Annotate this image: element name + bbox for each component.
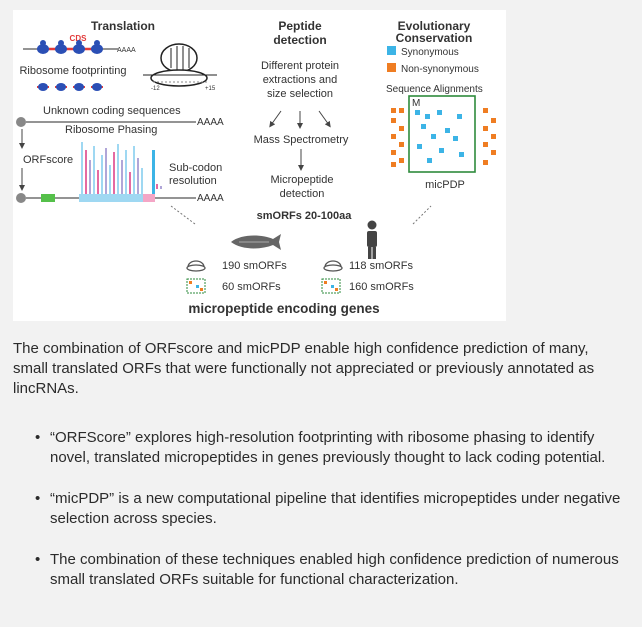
translation-heading: Translation bbox=[91, 19, 155, 33]
footprinting-label: Ribosome footprinting bbox=[19, 65, 126, 77]
polya-label-2: AAAA bbox=[197, 117, 224, 128]
orfscore-label: ORFscore bbox=[23, 154, 73, 166]
footprint-fragments bbox=[37, 83, 103, 91]
ribosome-small-icon bbox=[186, 260, 206, 272]
human-ribosome-count: 118 smORFs bbox=[349, 260, 413, 272]
dashed-connector bbox=[412, 205, 432, 225]
peptide-heading-2: detection bbox=[273, 33, 326, 47]
transcript-line-2 bbox=[16, 193, 196, 203]
matrix-letter: M bbox=[412, 98, 420, 109]
dashed-connector bbox=[170, 205, 196, 225]
three-arrows bbox=[269, 110, 331, 129]
unknown-sequences-label: Unknown coding sequences bbox=[43, 105, 181, 117]
legend-swatch-nonsynonymous bbox=[387, 63, 396, 72]
micropeptide-line-1: Micropeptide bbox=[271, 174, 334, 186]
fish-micpdp-count: 60 smORFs bbox=[222, 281, 281, 293]
list-item-text: “ORFScore” explores high-resolution foot… bbox=[50, 429, 606, 466]
extraction-line-1: Different protein bbox=[261, 60, 339, 72]
list-item-text: The combination of these techniques enab… bbox=[50, 551, 619, 588]
micpdp-icon bbox=[186, 278, 206, 294]
alignment-matrix bbox=[391, 95, 496, 173]
peptide-heading-1: Peptide bbox=[278, 19, 322, 33]
cds-label: CDS bbox=[70, 34, 88, 43]
bullet-icon: • bbox=[35, 490, 41, 507]
legend-nonsynonymous: Non-synonymous bbox=[401, 64, 479, 75]
extraction-line-3: size selection bbox=[267, 88, 333, 100]
list-item-text: “micPDP” is a new computational pipeline… bbox=[50, 490, 621, 527]
ribosome-phasing-label: Ribosome Phasing bbox=[65, 124, 157, 136]
list-item: • “ORFScore” explores high-resolution foo… bbox=[32, 428, 622, 468]
mass-spec-label: Mass Spectrometry bbox=[254, 134, 349, 146]
extraction-line-2: extractions and bbox=[263, 74, 338, 86]
conservation-heading-2: Conservation bbox=[396, 31, 473, 45]
list-item: • The combination of these techniques ena… bbox=[32, 550, 622, 590]
position-plus-15: +15 bbox=[205, 86, 216, 92]
legend-swatch-synonymous bbox=[387, 46, 396, 55]
legend-synonymous: Synonymous bbox=[401, 47, 459, 58]
ribosome-icon bbox=[143, 43, 217, 87]
conservation-heading-1: Evolutionary bbox=[398, 19, 471, 33]
subcodon-label: Sub-codon bbox=[169, 162, 222, 174]
bullet-icon: • bbox=[35, 429, 41, 446]
alignments-label: Sequence Alignments bbox=[386, 84, 483, 95]
zebrafish-icon bbox=[231, 234, 281, 250]
transcript-line-1 bbox=[16, 117, 196, 127]
figure-caption: The combination of ORFscore and micPDP e… bbox=[13, 340, 595, 397]
footprint-histogram bbox=[81, 142, 162, 198]
bullet-list: • “ORFScore” explores high-resolution foo… bbox=[32, 428, 622, 611]
human-icon bbox=[367, 220, 377, 259]
micropeptide-line-2: detection bbox=[280, 188, 325, 200]
resolution-label: resolution bbox=[169, 175, 217, 187]
research-figure: Translation CDS AAAA Ribosome footprinti… bbox=[13, 10, 506, 321]
fish-ribosome-count: 190 smORFs bbox=[222, 260, 287, 272]
figure-footer: micropeptide encoding genes bbox=[188, 301, 379, 316]
list-item: • “micPDP” is a new computational pipelin… bbox=[32, 489, 622, 529]
micpdp-label: micPDP bbox=[425, 179, 465, 191]
bullet-icon: • bbox=[35, 551, 41, 568]
mrna-with-ribosomes bbox=[23, 40, 118, 54]
ribosome-small-icon bbox=[323, 260, 343, 272]
human-micpdp-count: 160 smORFs bbox=[349, 281, 414, 293]
polya-label-3: AAAA bbox=[197, 193, 224, 204]
position-minus-12: -12 bbox=[151, 86, 160, 92]
polya-label-1: AAAA bbox=[117, 47, 136, 54]
micpdp-icon bbox=[321, 278, 341, 294]
smorf-range-label: smORFs 20-100aa bbox=[257, 210, 353, 222]
